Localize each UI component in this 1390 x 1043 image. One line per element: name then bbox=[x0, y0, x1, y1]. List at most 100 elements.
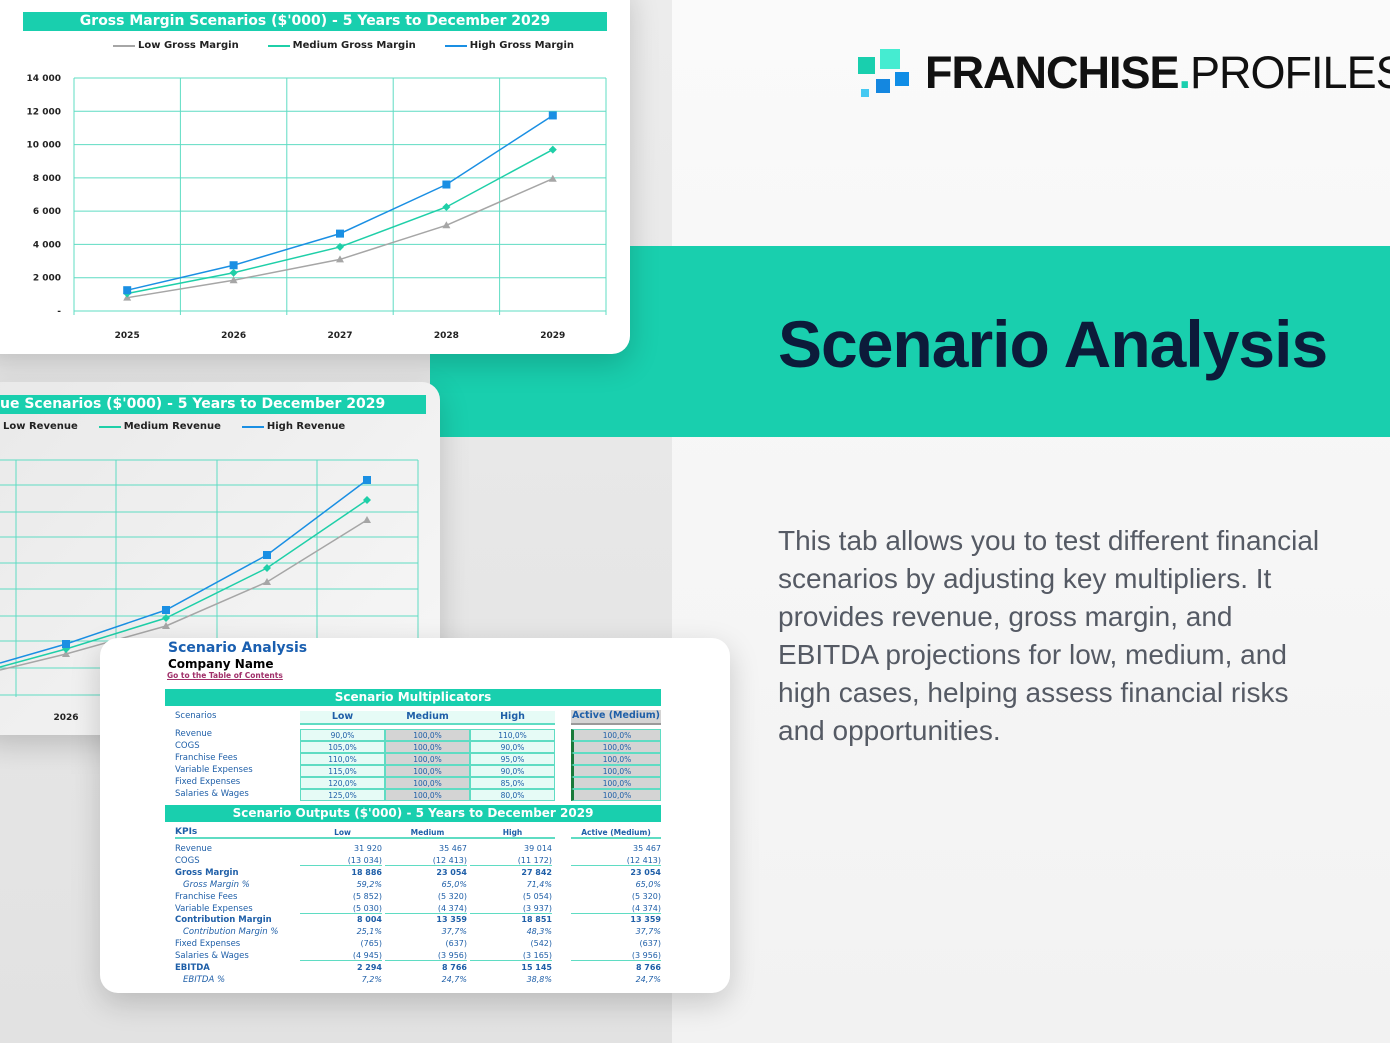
data-point bbox=[229, 261, 238, 270]
multiplier-row-label: Salaries & Wages bbox=[175, 789, 249, 799]
active-output-value: (5 320) bbox=[631, 891, 661, 901]
active-column-header: Active (Medium) bbox=[571, 710, 661, 725]
output-value: (12 413) bbox=[385, 856, 467, 866]
data-point bbox=[336, 242, 344, 251]
output-value: (3 956) bbox=[385, 951, 467, 962]
logo-square-icon bbox=[876, 79, 890, 93]
output-value: (4 374) bbox=[385, 904, 467, 914]
chart-title: ue Scenarios ($'000) - 5 Years to Decemb… bbox=[0, 395, 426, 414]
data-point bbox=[336, 229, 344, 238]
output-value: (13 034) bbox=[300, 856, 382, 866]
active-output-value: 23 054 bbox=[630, 867, 661, 877]
x-tick-label: 2027 bbox=[327, 331, 352, 341]
data-point bbox=[442, 202, 451, 211]
hero-title: Scenario Analysis bbox=[778, 307, 1328, 381]
multiplier-input-cell: 110,0% bbox=[470, 729, 555, 741]
logo-square-icon bbox=[880, 49, 900, 69]
output-value: (5 054) bbox=[522, 891, 552, 901]
multiplier-input-cell: 85,0% bbox=[470, 777, 555, 789]
output-value: (4 945) bbox=[300, 951, 382, 962]
revenue-chart: 2026 bbox=[0, 459, 419, 723]
column-header: Medium bbox=[385, 711, 470, 725]
legend-high: High Gross Margin bbox=[469, 40, 575, 51]
column-header: High bbox=[470, 711, 555, 725]
legend-medium: Medium Revenue bbox=[123, 421, 221, 432]
series-line-1 bbox=[127, 148, 554, 295]
y-tick-label: 4 000 bbox=[33, 240, 61, 250]
output-value: 31 920 bbox=[354, 844, 382, 853]
logo-square-icon bbox=[858, 57, 875, 74]
gross-margin-chart: - 2 000 4 000 6 000 8 000 10 000 12 000 14 000 2… bbox=[27, 74, 607, 341]
multiplier-row-label: Variable Expenses bbox=[175, 765, 253, 775]
data-point bbox=[263, 551, 271, 559]
output-value: 65,0% bbox=[441, 879, 467, 889]
active-output-value: 8 766 bbox=[635, 963, 661, 972]
outputs-title: Scenario Outputs ($'000) - 5 Years to De… bbox=[165, 805, 661, 822]
data-point bbox=[162, 614, 170, 622]
background-right bbox=[672, 0, 1390, 1043]
column-header: Low bbox=[300, 711, 385, 725]
table-of-contents-link[interactable]: Go to the Table of Contents bbox=[167, 671, 283, 680]
active-output-value: (3 956) bbox=[571, 951, 661, 962]
chart-legend: Low Revenue Medium Revenue High Revenue bbox=[0, 421, 345, 433]
x-tick-label: 2025 bbox=[115, 331, 140, 341]
data-point bbox=[442, 180, 451, 189]
data-point bbox=[548, 145, 557, 154]
active-multiplier-cell: 100,0% bbox=[571, 753, 661, 765]
logo-bold: FRANCHISE bbox=[925, 47, 1180, 98]
multiplier-input-cell: 90,0% bbox=[470, 765, 555, 777]
output-value: (542) bbox=[530, 939, 552, 949]
multiplier-input-cell: 100,0% bbox=[385, 777, 470, 789]
output-value: (5 320) bbox=[437, 891, 467, 901]
company-name: Company Name bbox=[168, 657, 274, 671]
data-point bbox=[363, 516, 371, 523]
active-multiplier-cell: 100,0% bbox=[571, 789, 661, 801]
output-row-label: Fixed Expenses bbox=[175, 939, 241, 950]
data-point bbox=[123, 286, 132, 295]
multiplier-input-cell: 125,0% bbox=[300, 789, 385, 801]
multiplier-input-cell: 120,0% bbox=[300, 777, 385, 789]
chart-title: Gross Margin Scenarios ($'000) - 5 Years… bbox=[23, 12, 607, 31]
legend-medium: Medium Gross Margin bbox=[292, 40, 416, 51]
hero-description: This tab allows you to test different fi… bbox=[778, 525, 1320, 746]
data-point bbox=[229, 268, 238, 277]
active-output-value: (637) bbox=[639, 939, 661, 949]
legend-high-marker bbox=[444, 44, 467, 47]
logo-square-icon bbox=[861, 89, 869, 97]
logo-light: PROFILES bbox=[1190, 47, 1390, 98]
x-tick-label: 2026 bbox=[53, 713, 78, 723]
output-row-label: Revenue bbox=[175, 844, 213, 854]
data-point bbox=[263, 578, 271, 585]
chart-legend: Low Gross Margin Medium Gross Margin Hig… bbox=[113, 40, 574, 52]
output-value: 27 842 bbox=[521, 867, 552, 877]
column-header: High bbox=[470, 828, 555, 839]
y-tick-label: - bbox=[57, 307, 61, 317]
output-value: 24,7% bbox=[441, 974, 467, 984]
output-value: 8 004 bbox=[356, 915, 382, 925]
series-line-2 bbox=[127, 114, 554, 291]
output-row-label: COGS bbox=[175, 855, 200, 866]
active-output-value: 24,7% bbox=[635, 974, 661, 984]
output-value: 8 766 bbox=[441, 963, 467, 972]
output-value: 18 851 bbox=[521, 915, 552, 925]
active-multiplier-cell: 100,0% bbox=[571, 777, 661, 789]
column-header: Medium bbox=[385, 828, 470, 839]
legend-medium-marker bbox=[267, 44, 290, 47]
logo-dot: . bbox=[1178, 47, 1191, 98]
multiplicators-title: Scenario Multiplicators bbox=[165, 689, 661, 706]
y-tick-label: 6 000 bbox=[33, 207, 61, 217]
output-value: 37,7% bbox=[441, 927, 467, 937]
data-point bbox=[336, 255, 344, 263]
multiplier-input-cell: 105,0% bbox=[300, 741, 385, 753]
active-output-value: 35 467 bbox=[633, 844, 661, 853]
output-value: (637) bbox=[445, 939, 467, 949]
output-value: (5 852) bbox=[352, 891, 382, 901]
scenarios-label: Scenarios bbox=[175, 711, 217, 721]
data-point bbox=[548, 111, 557, 120]
active-multiplier-cell: 100,0% bbox=[571, 741, 661, 753]
output-row-label: Franchise Fees bbox=[175, 891, 238, 902]
data-point bbox=[363, 476, 371, 484]
output-value: (11 172) bbox=[470, 856, 552, 866]
logo-square-icon bbox=[895, 72, 909, 86]
active-column-header: Active (Medium) bbox=[571, 828, 661, 839]
